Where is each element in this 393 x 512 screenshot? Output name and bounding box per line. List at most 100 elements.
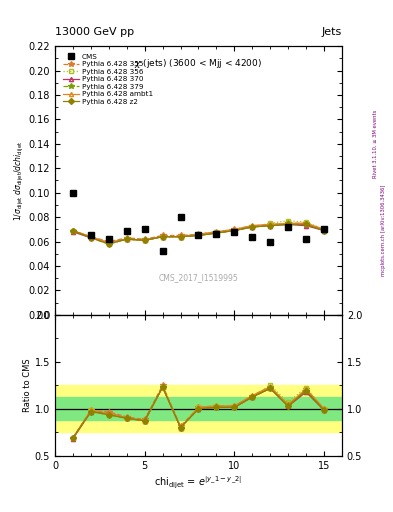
Pythia 6.428 356	[142, 237, 147, 243]
Line: Pythia 6.428 370: Pythia 6.428 370	[71, 222, 326, 245]
Pythia 6.428 ambt1	[321, 226, 326, 232]
Pythia 6.428 370	[196, 232, 201, 239]
Pythia 6.428 370	[232, 227, 237, 233]
Line: Pythia 6.428 355: Pythia 6.428 355	[70, 221, 327, 244]
CMS	[178, 214, 183, 220]
CMS	[304, 236, 309, 242]
Pythia 6.428 ambt1	[250, 223, 255, 229]
Pythia 6.428 379	[125, 236, 129, 242]
Pythia 6.428 ambt1	[214, 229, 219, 235]
CMS	[214, 231, 219, 238]
Legend: CMS, Pythia 6.428 355, Pythia 6.428 356, Pythia 6.428 370, Pythia 6.428 379, Pyt: CMS, Pythia 6.428 355, Pythia 6.428 356,…	[61, 52, 154, 106]
Pythia 6.428 ambt1	[232, 226, 237, 232]
Pythia 6.428 z2	[125, 236, 129, 242]
CMS	[196, 232, 201, 239]
Pythia 6.428 379	[178, 233, 183, 240]
Pythia 6.428 355	[268, 221, 273, 227]
Pythia 6.428 355	[178, 232, 183, 239]
Pythia 6.428 ambt1	[178, 233, 183, 240]
Pythia 6.428 379	[160, 233, 165, 240]
Text: mcplots.cern.ch [arXiv:1306.3436]: mcplots.cern.ch [arXiv:1306.3436]	[381, 185, 386, 276]
Pythia 6.428 ambt1	[196, 231, 201, 238]
Pythia 6.428 379	[107, 241, 111, 247]
Pythia 6.428 z2	[71, 227, 75, 233]
Pythia 6.428 356	[268, 220, 273, 226]
Pythia 6.428 z2	[286, 221, 290, 227]
Text: $\chi$ (jets) (3600 < Mjj < 4200): $\chi$ (jets) (3600 < Mjj < 4200)	[134, 57, 263, 70]
Pythia 6.428 370	[214, 230, 219, 236]
Pythia 6.428 355	[286, 220, 290, 226]
Pythia 6.428 z2	[160, 233, 165, 240]
Pythia 6.428 ambt1	[125, 236, 129, 242]
Text: 13000 GeV pp: 13000 GeV pp	[55, 27, 134, 37]
Pythia 6.428 z2	[142, 237, 147, 243]
CMS	[142, 226, 147, 232]
Text: CMS_2017_I1519995: CMS_2017_I1519995	[159, 273, 238, 282]
Text: Jets: Jets	[321, 27, 342, 37]
Pythia 6.428 355	[304, 220, 309, 226]
Pythia 6.428 379	[304, 221, 309, 227]
CMS	[321, 226, 326, 232]
Pythia 6.428 370	[160, 233, 165, 240]
Pythia 6.428 ambt1	[88, 233, 93, 240]
Pythia 6.428 355	[321, 226, 326, 232]
Pythia 6.428 355	[142, 236, 147, 242]
Pythia 6.428 z2	[178, 233, 183, 240]
Line: Pythia 6.428 ambt1: Pythia 6.428 ambt1	[71, 221, 326, 245]
Pythia 6.428 356	[71, 227, 75, 233]
Pythia 6.428 ambt1	[268, 221, 273, 227]
Pythia 6.428 370	[304, 223, 309, 229]
Line: Pythia 6.428 379: Pythia 6.428 379	[70, 221, 327, 247]
Pythia 6.428 370	[286, 221, 290, 227]
Pythia 6.428 370	[142, 237, 147, 243]
Pythia 6.428 370	[107, 240, 111, 246]
Pythia 6.428 355	[71, 227, 75, 233]
Pythia 6.428 356	[107, 241, 111, 247]
Pythia 6.428 379	[196, 232, 201, 239]
Pythia 6.428 355	[196, 231, 201, 238]
Pythia 6.428 370	[250, 224, 255, 230]
Pythia 6.428 370	[125, 236, 129, 242]
CMS	[71, 189, 75, 196]
Pythia 6.428 379	[88, 235, 93, 241]
Line: Pythia 6.428 356: Pythia 6.428 356	[71, 219, 326, 246]
X-axis label: chi$_\mathrm{dijet}$ = $e^{|y\_1-y\_2|}$: chi$_\mathrm{dijet}$ = $e^{|y\_1-y\_2|}$	[154, 475, 242, 491]
CMS	[268, 239, 273, 245]
CMS	[125, 227, 129, 233]
Pythia 6.428 ambt1	[304, 220, 309, 226]
Pythia 6.428 379	[286, 220, 290, 226]
Pythia 6.428 355	[160, 232, 165, 239]
Pythia 6.428 379	[71, 227, 75, 233]
Pythia 6.428 356	[160, 233, 165, 240]
CMS	[232, 229, 237, 235]
Pythia 6.428 379	[142, 237, 147, 243]
Pythia 6.428 355	[214, 229, 219, 235]
Pythia 6.428 356	[214, 229, 219, 235]
Pythia 6.428 370	[268, 223, 273, 229]
Pythia 6.428 379	[214, 230, 219, 236]
Pythia 6.428 356	[304, 219, 309, 225]
Pythia 6.428 370	[321, 227, 326, 233]
Pythia 6.428 z2	[321, 227, 326, 233]
Pythia 6.428 z2	[268, 223, 273, 229]
Pythia 6.428 356	[321, 226, 326, 232]
CMS	[250, 233, 255, 240]
Pythia 6.428 370	[178, 233, 183, 240]
Line: CMS: CMS	[70, 190, 327, 254]
Pythia 6.428 355	[125, 235, 129, 241]
Pythia 6.428 370	[88, 235, 93, 241]
CMS	[88, 232, 93, 239]
Pythia 6.428 356	[196, 231, 201, 238]
Text: Rivet 3.1.10, ≥ 3M events: Rivet 3.1.10, ≥ 3M events	[373, 109, 378, 178]
Pythia 6.428 356	[125, 236, 129, 242]
CMS	[107, 236, 111, 242]
Pythia 6.428 370	[71, 229, 75, 235]
Pythia 6.428 z2	[107, 241, 111, 247]
Pythia 6.428 z2	[232, 227, 237, 233]
Pythia 6.428 355	[107, 239, 111, 245]
Pythia 6.428 379	[268, 223, 273, 229]
Pythia 6.428 z2	[196, 232, 201, 239]
Y-axis label: Ratio to CMS: Ratio to CMS	[23, 358, 32, 412]
Pythia 6.428 356	[178, 233, 183, 240]
Pythia 6.428 356	[232, 227, 237, 233]
